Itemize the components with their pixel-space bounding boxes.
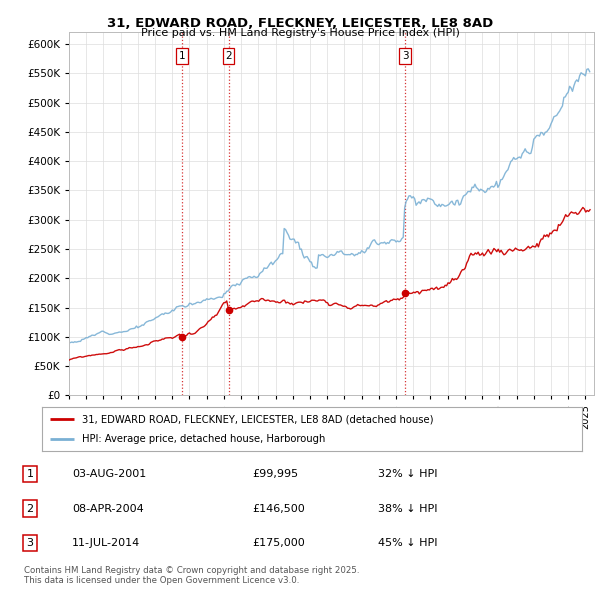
Text: Contains HM Land Registry data © Crown copyright and database right 2025.
This d: Contains HM Land Registry data © Crown c… [24,566,359,585]
Text: 3: 3 [401,51,409,61]
Text: 11-JUL-2014: 11-JUL-2014 [72,538,140,548]
Text: £175,000: £175,000 [252,538,305,548]
Text: 38% ↓ HPI: 38% ↓ HPI [378,504,437,513]
Text: 03-AUG-2001: 03-AUG-2001 [72,470,146,479]
Text: 31, EDWARD ROAD, FLECKNEY, LEICESTER, LE8 8AD: 31, EDWARD ROAD, FLECKNEY, LEICESTER, LE… [107,17,493,30]
Text: 32% ↓ HPI: 32% ↓ HPI [378,470,437,479]
Text: 2: 2 [225,51,232,61]
Text: Price paid vs. HM Land Registry's House Price Index (HPI): Price paid vs. HM Land Registry's House … [140,28,460,38]
Text: 45% ↓ HPI: 45% ↓ HPI [378,538,437,548]
Text: 31, EDWARD ROAD, FLECKNEY, LEICESTER, LE8 8AD (detached house): 31, EDWARD ROAD, FLECKNEY, LEICESTER, LE… [83,414,434,424]
Text: £99,995: £99,995 [252,470,298,479]
Text: 3: 3 [26,538,34,548]
Text: 1: 1 [179,51,185,61]
Text: £146,500: £146,500 [252,504,305,513]
Text: HPI: Average price, detached house, Harborough: HPI: Average price, detached house, Harb… [83,434,326,444]
Text: 1: 1 [26,470,34,479]
Text: 08-APR-2004: 08-APR-2004 [72,504,144,513]
Text: 2: 2 [26,504,34,513]
